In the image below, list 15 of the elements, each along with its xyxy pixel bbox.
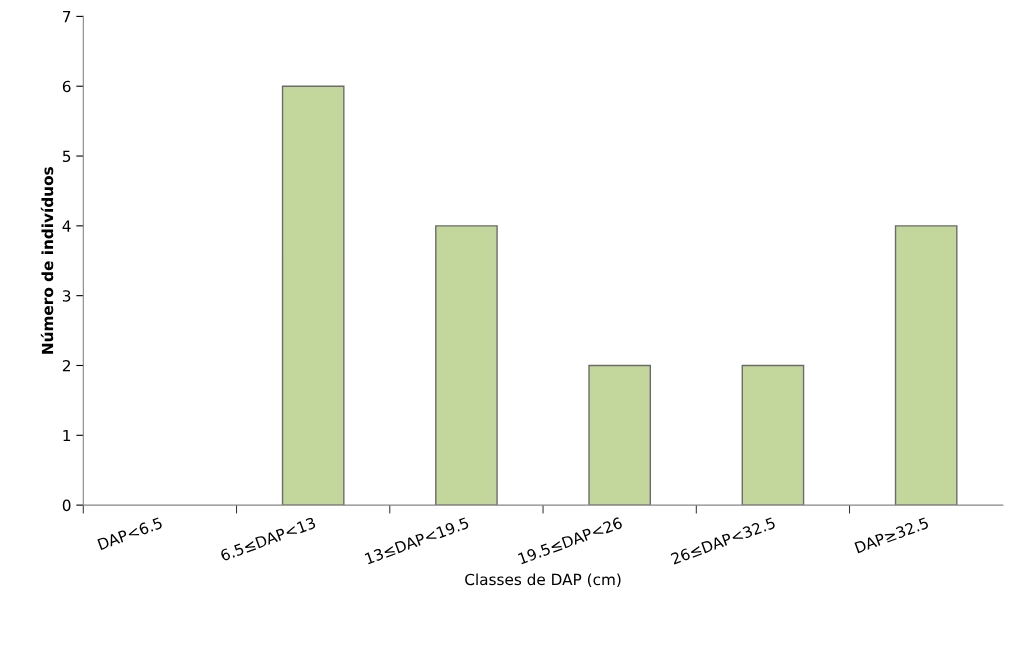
x-axis-title: Classes de DAP (cm) <box>465 573 621 587</box>
bar <box>435 225 498 506</box>
y-axis-title: Número de indivíduos <box>40 167 54 354</box>
bar <box>281 85 345 506</box>
bar <box>741 364 805 506</box>
y-tick-label: 7 <box>63 11 71 23</box>
y-tick-label: 5 <box>62 150 71 163</box>
bar <box>588 364 652 506</box>
y-tick-label: 2 <box>62 359 70 372</box>
y-tick-label: 1 <box>63 429 71 442</box>
y-tick-label: 6 <box>62 80 71 93</box>
y-tick-label: 4 <box>62 220 71 232</box>
y-tick-label: 0 <box>62 499 71 512</box>
y-tick-label: 3 <box>62 290 71 302</box>
bar <box>894 225 958 506</box>
